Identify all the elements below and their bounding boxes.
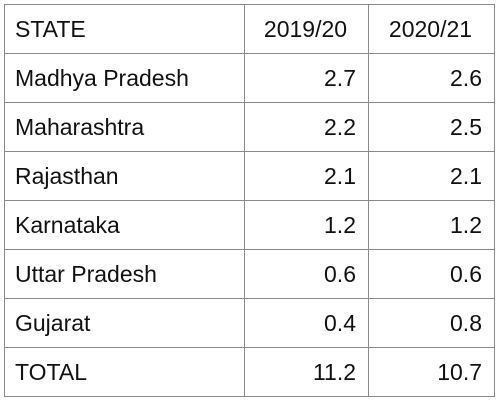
value-2020-21: 0.8 <box>368 298 495 348</box>
state-name: Karnataka <box>4 200 245 250</box>
total-2019-20: 11.2 <box>244 347 369 397</box>
value-2020-21: 1.2 <box>368 200 495 250</box>
value-2020-21: 0.6 <box>368 249 495 299</box>
table-row: Rajasthan 2.1 2.1 <box>4 151 495 201</box>
state-name: Gujarat <box>4 298 245 348</box>
state-name: Uttar Pradesh <box>4 249 245 299</box>
state-name: Madhya Pradesh <box>4 53 245 103</box>
header-2020-21: 2020/21 <box>368 4 495 54</box>
state-data-table: STATE 2019/20 2020/21 Madhya Pradesh 2.7… <box>4 4 495 397</box>
value-2019-20: 1.2 <box>244 200 369 250</box>
total-row: TOTAL 11.2 10.7 <box>4 347 495 397</box>
state-name: Rajasthan <box>4 151 245 201</box>
value-2019-20: 2.1 <box>244 151 369 201</box>
state-name: Maharashtra <box>4 102 245 152</box>
table-row: Karnataka 1.2 1.2 <box>4 200 495 250</box>
value-2019-20: 2.7 <box>244 53 369 103</box>
header-row: STATE 2019/20 2020/21 <box>4 4 495 54</box>
header-state: STATE <box>4 4 245 54</box>
value-2019-20: 0.6 <box>244 249 369 299</box>
table-row: Madhya Pradesh 2.7 2.6 <box>4 53 495 103</box>
value-2020-21: 2.5 <box>368 102 495 152</box>
table-row: Uttar Pradesh 0.6 0.6 <box>4 249 495 299</box>
value-2020-21: 2.6 <box>368 53 495 103</box>
table-row: Gujarat 0.4 0.8 <box>4 298 495 348</box>
value-2019-20: 0.4 <box>244 298 369 348</box>
total-label: TOTAL <box>4 347 245 397</box>
table-row: Maharashtra 2.2 2.5 <box>4 102 495 152</box>
value-2020-21: 2.1 <box>368 151 495 201</box>
header-2019-20: 2019/20 <box>244 4 369 54</box>
value-2019-20: 2.2 <box>244 102 369 152</box>
total-2020-21: 10.7 <box>368 347 495 397</box>
